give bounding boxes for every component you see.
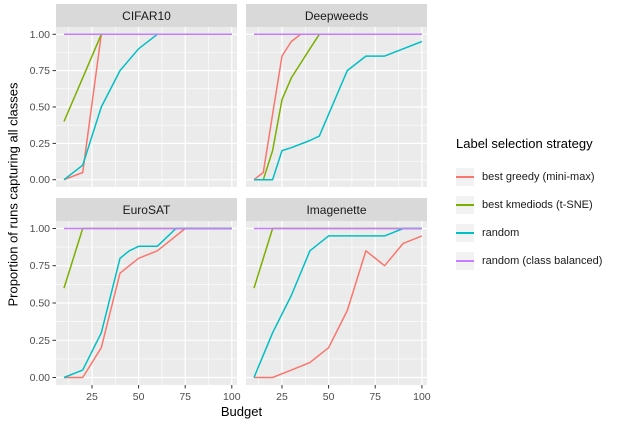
x-tick-label: 100 (413, 391, 431, 403)
x-tick-label: 75 (179, 391, 191, 403)
y-tick-label: 0.00 (30, 372, 51, 384)
legend-key-random-class-balanced (456, 252, 474, 270)
x-tick-label: 50 (323, 391, 335, 403)
x-axis-title: Budget (220, 404, 263, 419)
facet-strip-deepweeds: Deepweeds (246, 4, 427, 27)
line-swatch-best-greedy-icon (456, 176, 474, 178)
facet-strip-imagenette: Imagenette (246, 198, 427, 221)
line-random-eurosat (63, 227, 232, 379)
x-tick-label: 50 (133, 391, 145, 403)
y-tick-label: 0.75 (30, 260, 51, 272)
legend: Label selection strategy best greedy (mi… (456, 136, 640, 275)
legend-title: Label selection strategy (456, 136, 593, 151)
line-best-greedy-mini-max-imagenette (254, 235, 423, 379)
legend-entry-random: random (456, 219, 640, 247)
facet-strip-eurosat: EuroSAT (56, 198, 237, 221)
line-swatch-random-icon (456, 232, 474, 234)
y-tick-label: 0.75 (30, 65, 51, 77)
y-tick-label: 0.00 (30, 174, 51, 186)
legend-key-best-greedy (456, 168, 474, 186)
y-tick-label: 0.25 (30, 335, 51, 347)
y-tick-label: 1.00 (30, 29, 51, 41)
y-axis-title: Proportion of runs capturing all classes (5, 82, 21, 307)
facet-strip-cifar10: CIFAR10 (56, 4, 237, 27)
y-tick-label: 0.25 (30, 138, 51, 150)
line-swatch-random-class-balanced-icon (456, 260, 474, 262)
legend-entry-best-greedy: best greedy (mini-max) (456, 163, 640, 191)
y-tick-label: 0.50 (30, 102, 51, 114)
y-tick-label: 1.00 (30, 223, 51, 235)
line-best-kmediods-t-sne-deepweeds (254, 33, 422, 181)
y-tick-label: 0.50 (30, 298, 51, 310)
legend-label-random: random (482, 227, 520, 239)
legend-key-best-kmediods (456, 196, 474, 214)
x-tick-label: 75 (369, 391, 381, 403)
legend-label-best-kmediods: best kmediods (t-SNE) (482, 199, 593, 211)
line-swatch-best-kmediods-icon (456, 204, 474, 206)
x-tick-label: 100 (223, 391, 241, 403)
legend-label-random-class-balanced: random (class balanced) (482, 255, 603, 267)
legend-key-random (456, 224, 474, 242)
legend-entry-best-kmediods: best kmediods (t-SNE) (456, 191, 640, 219)
line-random-deepweeds (254, 40, 423, 181)
line-random-imagenette (253, 227, 422, 378)
x-tick-label: 25 (276, 391, 288, 403)
legend-entry-random-class-balanced: random (class balanced) (456, 247, 640, 275)
legend-label-best-greedy: best greedy (mini-max) (482, 171, 595, 183)
x-tick-label: 25 (86, 391, 98, 403)
line-best-greedy-mini-max-eurosat (64, 227, 232, 379)
